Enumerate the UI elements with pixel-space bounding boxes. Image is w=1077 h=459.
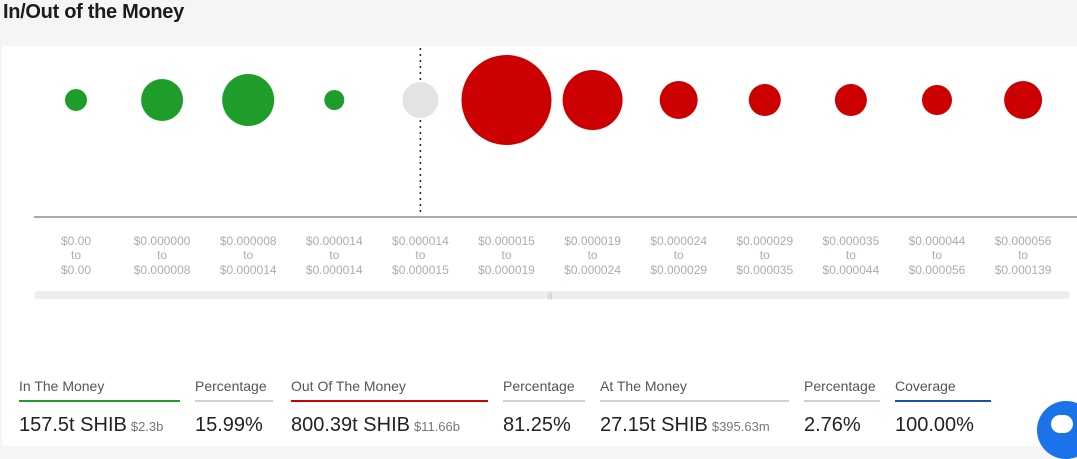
at-money-usd: $395.63m — [711, 419, 770, 434]
iotm-chart: $0.00to$0.00$0.000000to$0.000008$0.00000… — [34, 48, 1077, 300]
stat-at-percentage-label: Percentage — [804, 378, 880, 402]
tick-label-3-0: $0.000014 — [306, 234, 363, 248]
tick-label-6-2: $0.000024 — [564, 263, 621, 277]
tick-label-10-0: $0.000044 — [909, 234, 966, 248]
tick-label-8-2: $0.000035 — [736, 263, 793, 277]
stat-out-of-the-money: Out Of The Money 800.39t SHIB $11.66b — [291, 378, 488, 436]
bubble-9 — [834, 84, 867, 116]
page-title: In/Out of the Money — [3, 1, 184, 23]
stat-in-percentage-value: 15.99% — [195, 414, 263, 436]
bubble-2 — [222, 74, 275, 126]
stat-at-the-money-label: At The Money — [600, 378, 789, 402]
tick-label-1-0: $0.000000 — [134, 234, 191, 248]
tick-label-0-0: $0.00 — [61, 234, 91, 248]
bubble-6 — [562, 70, 623, 130]
tick-label-4-2: $0.000015 — [392, 263, 449, 277]
bubble-0 — [65, 89, 87, 111]
chart-scrollbar — [34, 291, 1070, 299]
stat-out-percentage-label: Percentage — [503, 378, 585, 402]
tick-label-11-1: to — [1018, 248, 1028, 262]
tick-label-5-0: $0.000015 — [478, 234, 535, 248]
stat-out-of-the-money-value: 800.39t SHIB $11.66b — [291, 414, 460, 437]
bubble-8 — [748, 84, 781, 116]
stat-coverage-label: Coverage — [895, 378, 991, 402]
chart-panel: $0.00 to $0.00 $0.000000 to $0.000008 $0.00000… — [2, 46, 1077, 446]
bubble-7 — [659, 81, 698, 119]
tick-label-5-2: $0.000019 — [478, 263, 535, 277]
stat-at-percentage-value: 2.76% — [804, 414, 861, 436]
tick-label-3-2: $0.000014 — [306, 263, 363, 277]
stat-at-the-money-value: 27.15t SHIB $395.63m — [600, 414, 770, 437]
stat-at-the-money: At The Money 27.15t SHIB $395.63m — [600, 378, 789, 436]
in-money-amount: 157.5t SHIB — [19, 414, 127, 436]
tick-label-7-0: $0.000024 — [650, 234, 707, 248]
bubble-11 — [1004, 81, 1043, 119]
stat-in-percentage: Percentage 15.99% — [195, 378, 273, 436]
tick-label-9-0: $0.000035 — [823, 234, 880, 248]
tick-label-4-1: to — [415, 248, 425, 262]
tick-label-5-1: to — [501, 248, 511, 262]
stat-out-percentage-value: 81.25% — [503, 414, 571, 436]
tick-label-3-1: to — [329, 248, 339, 262]
stat-in-the-money-label: In The Money — [19, 378, 180, 402]
tick-label-10-1: to — [932, 248, 942, 262]
tick-label-11-0: $0.000056 — [995, 234, 1052, 248]
in-money-usd: $2.3b — [130, 419, 164, 434]
stat-in-percentage-label: Percentage — [195, 378, 273, 402]
bubble-1 — [141, 79, 184, 121]
at-money-amount: 27.15t SHIB — [600, 414, 708, 436]
bubble-5 — [461, 55, 552, 145]
tick-label-7-2: $0.000029 — [650, 263, 707, 277]
stat-out-of-the-money-label: Out Of The Money — [291, 378, 488, 402]
stat-coverage: Coverage 100.00% — [895, 378, 991, 436]
bubble-10 — [922, 85, 952, 115]
tick-label-2-2: $0.000014 — [220, 263, 277, 277]
bubble-4 — [402, 82, 439, 118]
stat-in-the-money: In The Money 157.5t SHIB $2.3b — [19, 378, 180, 436]
tick-label-0-1: to — [71, 248, 81, 262]
out-money-usd: $11.66b — [413, 419, 460, 434]
stat-coverage-value: 100.00% — [895, 414, 974, 436]
tick-label-2-0: $0.000008 — [220, 234, 277, 248]
scrollbar-grip: ||| — [547, 293, 553, 300]
bubble-3 — [324, 90, 345, 110]
stat-out-percentage: Percentage 81.25% — [503, 378, 585, 436]
out-money-amount: 800.39t SHIB — [291, 414, 410, 436]
stat-at-percentage: Percentage 2.76% — [804, 378, 880, 436]
tick-label-11-2: $0.000139 — [995, 263, 1052, 277]
tick-label-1-1: to — [157, 248, 167, 262]
stat-in-the-money-value: 157.5t SHIB $2.3b — [19, 414, 163, 437]
tick-label-10-2: $0.000056 — [909, 263, 966, 277]
tick-label-7-1: to — [674, 248, 684, 262]
tick-label-6-0: $0.000019 — [564, 234, 621, 248]
chat-icon — [1051, 415, 1073, 433]
tick-label-4-0: $0.000014 — [392, 234, 449, 248]
tick-label-9-2: $0.000044 — [823, 263, 880, 277]
tick-label-0-2: $0.00 — [61, 263, 91, 277]
tick-label-9-1: to — [846, 248, 856, 262]
tick-label-8-1: to — [760, 248, 770, 262]
tick-label-8-0: $0.000029 — [736, 234, 793, 248]
tick-label-2-1: to — [243, 248, 253, 262]
tick-label-6-1: to — [588, 248, 598, 262]
tick-label-1-2: $0.000008 — [134, 263, 191, 277]
